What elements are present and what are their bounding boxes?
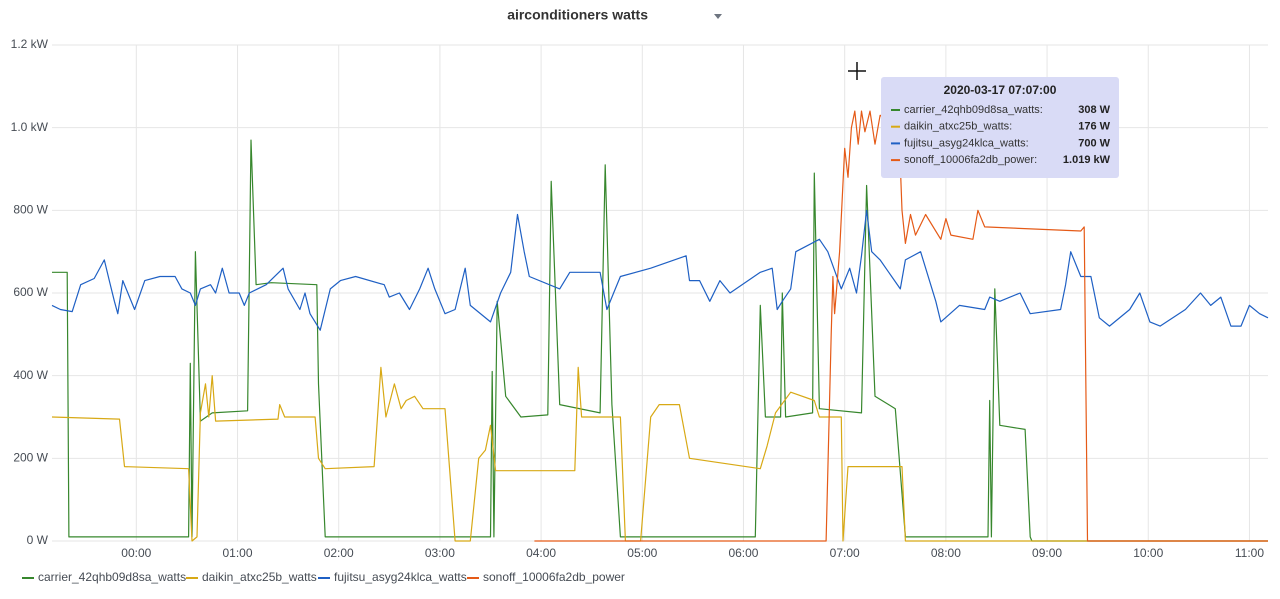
title-caret[interactable] (714, 14, 722, 19)
legend: carrier_42qhb09d8sa_watts daikin_atxc25b_… (22, 570, 625, 584)
x-tick-label: 11:00 (1235, 546, 1264, 560)
tooltip-title: 2020-03-17 07:07:00 (944, 83, 1057, 97)
legend-label: daikin_atxc25b_watts (202, 570, 317, 584)
tooltip-label: sonoff_10006fa2db_power: (904, 154, 1037, 166)
x-tick-label: 08:00 (931, 546, 961, 560)
y-tick-label: 800 W (13, 203, 48, 217)
tooltip-label: daikin_atxc25b_watts: (904, 121, 1012, 133)
x-tick-label: 04:00 (526, 546, 556, 560)
legend-label: fujitsu_asyg24klca_watts (334, 570, 467, 584)
tooltip-box (881, 77, 1119, 178)
x-tick-label: 09:00 (1032, 546, 1062, 560)
tooltip-value: 308 W (1078, 104, 1110, 116)
y-tick-label: 600 W (13, 285, 48, 299)
tooltip-value: 176 W (1078, 121, 1110, 133)
y-tick-label: 1.2 kW (11, 37, 49, 51)
series-line (51, 366, 1268, 542)
y-tick-label: 1.0 kW (11, 120, 49, 134)
tooltip: 2020-03-17 07:07:00 carrier_42qhb09d8sa_… (881, 77, 1119, 178)
x-tick-label: 06:00 (728, 546, 758, 560)
x-tick-label: 02:00 (324, 546, 354, 560)
x-tick-label: 05:00 (627, 546, 657, 560)
x-tick-label: 07:00 (830, 546, 860, 560)
legend-label: carrier_42qhb09d8sa_watts (38, 570, 186, 584)
tooltip-value: 700 W (1078, 137, 1110, 149)
y-tick-label: 200 W (13, 451, 48, 465)
x-tick-label: 00:00 (121, 546, 151, 560)
tooltip-label: fujitsu_asyg24klca_watts: (904, 137, 1029, 149)
tooltip-value: 1.019 kW (1063, 154, 1111, 166)
series-line (51, 209, 1269, 331)
y-tick-label: 400 W (13, 368, 48, 382)
tooltip-label: carrier_42qhb09d8sa_watts: (904, 104, 1043, 116)
x-tick-label: 10:00 (1133, 546, 1163, 560)
legend-label: sonoff_10006fa2db_power (483, 570, 625, 584)
x-tick-label: 03:00 (425, 546, 455, 560)
y-tick-label: 0 W (27, 533, 49, 547)
grid: 0 W 200 W 400 W 600 W 800 W 1.0 kW 1.2 kW 00:00… (11, 37, 1268, 560)
crosshair (848, 62, 866, 80)
x-tick-label: 01:00 (223, 546, 253, 560)
chart-title[interactable]: airconditioners watts (507, 7, 648, 23)
